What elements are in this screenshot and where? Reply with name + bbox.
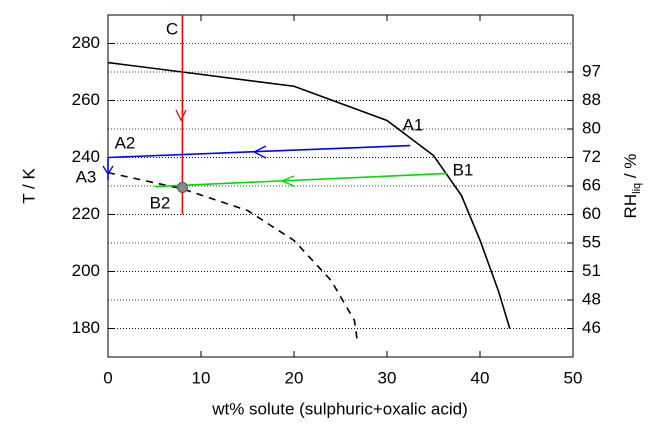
y-tick-label: 220 [72,204,100,223]
point [176,181,188,193]
y2-tick-label: 66 [582,175,601,194]
y2-tick-label: 88 [582,90,601,109]
x-tick-label: 10 [192,368,211,387]
annotation: A1 [403,115,424,134]
y2-tick-label: 60 [582,204,601,223]
y2-tick-label: 46 [582,318,601,337]
y-tick-label: 280 [72,33,100,52]
x-axis-label: wt% solute (sulphuric+oxalic acid) [211,399,468,418]
y-tick-label: 240 [72,147,100,166]
arrowhead [175,109,187,122]
y2-tick-label: 97 [582,61,601,80]
y-axis-label: T / K [19,168,38,204]
series-line [107,171,359,341]
x-tick-label: 20 [285,368,304,387]
y2-label-main: RH [621,194,640,219]
y2-label-sub: liq [631,183,643,194]
series-line [154,172,448,188]
y2-label-unit: / % [621,154,640,183]
y2-axis-label: RHliq / % [621,154,642,219]
annotation: A2 [115,133,136,152]
y2-tick-label: 48 [582,289,601,308]
series-line [107,61,511,329]
series-line [107,144,411,159]
annotation: A3 [76,167,97,186]
y-tick-label: 200 [72,261,100,280]
annotation: B1 [453,160,474,179]
y-tick-label: 260 [72,90,100,109]
y2-tick-label: 80 [582,118,601,137]
y2-tick-label: 72 [582,147,601,166]
x-tick-label: 40 [471,368,490,387]
y2-tick-label: 55 [582,232,601,251]
x-tick-label: 30 [378,368,397,387]
annotation: C [166,19,178,38]
x-tick-label: 50 [564,368,583,387]
annotation: B2 [150,193,171,212]
y2-tick-label: 51 [582,261,601,280]
x-tick-label: 0 [103,368,112,387]
y-tick-label: 180 [72,318,100,337]
